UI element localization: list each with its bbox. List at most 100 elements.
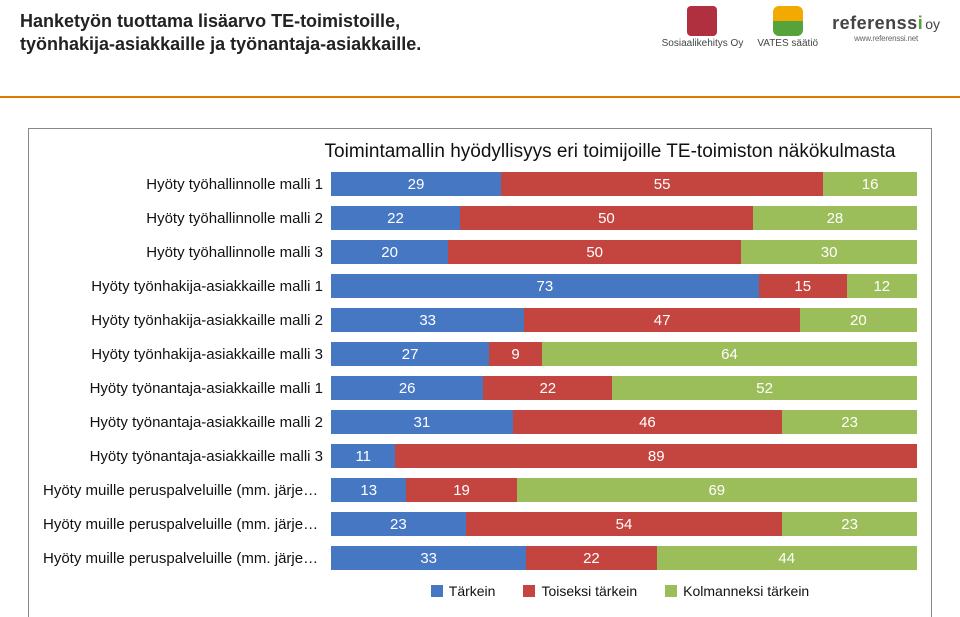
chart-row: Hyöty työnantaja-asiakkaille malli 23146…: [43, 407, 917, 437]
chart-row-label: Hyöty työnhakija-asiakkaille malli 1: [43, 278, 331, 295]
chart-bar: 225028: [331, 206, 917, 230]
referenssi-oy: oy: [925, 16, 940, 32]
chart-row-label: Hyöty työnantaja-asiakkaille malli 1: [43, 380, 331, 397]
chart-bar: 1189: [331, 444, 917, 468]
chart-bar-segment: 11: [331, 444, 395, 468]
chart-bar-segment: 55: [501, 172, 823, 196]
chart-bar-segment: 64: [542, 342, 917, 366]
legend-label: Tärkein: [449, 583, 496, 599]
legend-item: Toiseksi tärkein: [523, 583, 637, 599]
chart-row: Hyöty työnhakija-asiakkaille malli 32796…: [43, 339, 917, 369]
chart-bar-segment: 29: [331, 172, 501, 196]
chart-bar-segment: 30: [741, 240, 917, 264]
referenssi-i: i: [918, 13, 924, 33]
chart-row-label: Hyöty muille peruspalveluille (mm. järje…: [43, 482, 331, 499]
chart-row: Hyöty työhallinnolle malli 1295516: [43, 169, 917, 199]
chart-bar-segment: 50: [448, 240, 741, 264]
page-root: Hanketyön tuottama lisäarvo TE-toimistoi…: [0, 0, 960, 617]
chart-bar-segment: 15: [759, 274, 847, 298]
chart-bar-segment: 23: [331, 512, 466, 536]
legend-swatch: [523, 585, 535, 597]
chart-bar-segment: 46: [513, 410, 783, 434]
chart-row: Hyöty muille peruspalveluille (mm. järje…: [43, 543, 917, 573]
chart-row: Hyöty muille peruspalveluille (mm. järje…: [43, 475, 917, 505]
chart-row: Hyöty työhallinnolle malli 2225028: [43, 203, 917, 233]
chart-bar-segment: 16: [823, 172, 917, 196]
logo-referenssi: referenssioy www.referenssi.net: [832, 13, 940, 43]
chart-bar: 295516: [331, 172, 917, 196]
chart-bar: 235423: [331, 512, 917, 536]
chart-bar-segment: 13: [331, 478, 406, 502]
chart-row-label: Hyöty muille peruspalveluille (mm. järje…: [43, 550, 331, 567]
chart-bar: 205030: [331, 240, 917, 264]
chart-bar-segment: 33: [331, 546, 526, 570]
chart-bar-segment: 9: [489, 342, 542, 366]
chart-bar: 731512: [331, 274, 917, 298]
header-title: Hanketyön tuottama lisäarvo TE-toimistoi…: [20, 10, 560, 55]
logo-sosiaalikehitys: Sosiaalikehitys Oy: [662, 6, 744, 49]
chart-row-label: Hyöty työnhakija-asiakkaille malli 2: [43, 312, 331, 329]
chart-row: Hyöty työnantaja-asiakkaille malli 31189: [43, 441, 917, 471]
vates-icon: [773, 6, 803, 36]
chart-bar: 27964: [331, 342, 917, 366]
chart-bar-segment: 31: [331, 410, 513, 434]
header-rule-thick: [0, 97, 960, 98]
chart-bar-segment: 27: [331, 342, 489, 366]
chart-row-label: Hyöty työnhakija-asiakkaille malli 3: [43, 346, 331, 363]
chart-bar-segment: 52: [612, 376, 917, 400]
chart-bar-segment: 22: [526, 546, 656, 570]
chart-bar-segment: 26: [331, 376, 483, 400]
chart-bar-segment: 22: [331, 206, 460, 230]
sosiaalikehitys-text: Sosiaalikehitys Oy: [662, 38, 744, 49]
chart-bar-segment: 44: [657, 546, 917, 570]
chart-bar-segment: 28: [753, 206, 917, 230]
legend-item: Tärkein: [431, 583, 496, 599]
chart-bar: 334720: [331, 308, 917, 332]
chart-bar-segment: 50: [460, 206, 753, 230]
page-header: Hanketyön tuottama lisäarvo TE-toimistoi…: [0, 0, 960, 98]
chart-bar: 332244: [331, 546, 917, 570]
chart-row: Hyöty työhallinnolle malli 3205030: [43, 237, 917, 267]
chart-bar-segment: 20: [800, 308, 917, 332]
chart-row-label: Hyöty muille peruspalveluille (mm. järje…: [43, 516, 331, 533]
chart-container: Toimintamallin hyödyllisyys eri toimijoi…: [28, 128, 932, 617]
chart-bar: 262252: [331, 376, 917, 400]
vates-text: VATES säätiö: [757, 38, 818, 49]
logo-vates: VATES säätiö: [757, 6, 818, 49]
chart-row-label: Hyöty työnantaja-asiakkaille malli 2: [43, 414, 331, 431]
chart-bar: 131969: [331, 478, 917, 502]
chart-bar: 314623: [331, 410, 917, 434]
chart-bar-segment: 22: [483, 376, 612, 400]
chart-row: Hyöty työnhakija-asiakkaille malli 23347…: [43, 305, 917, 335]
chart-legend: Tärkein Toiseksi tärkein Kolmanneksi tärke…: [323, 583, 917, 599]
chart-bar-segment: 23: [782, 512, 917, 536]
chart-row-label: Hyöty työhallinnolle malli 1: [43, 176, 331, 193]
chart-bar-segment: 73: [331, 274, 759, 298]
legend-label: Kolmanneksi tärkein: [683, 583, 809, 599]
header-logos: Sosiaalikehitys Oy VATES säätiö referens…: [662, 6, 940, 49]
chart-bar-segment: 33: [331, 308, 524, 332]
legend-swatch: [665, 585, 677, 597]
header-title-line2: työnhakija-asiakkaille ja työnantaja-asi…: [20, 33, 560, 56]
chart-row: Hyöty muille peruspalveluille (mm. järje…: [43, 509, 917, 539]
chart-bar-segment: 19: [406, 478, 516, 502]
chart-rows: Hyöty työhallinnolle malli 1295516Hyöty …: [43, 169, 917, 573]
chart-title: Toimintamallin hyödyllisyys eri toimijoi…: [303, 141, 917, 163]
chart-bar-segment: 69: [517, 478, 917, 502]
chart-bar-segment: 12: [847, 274, 917, 298]
referenssi-text: referenss: [832, 13, 918, 33]
chart-bar-segment: 20: [331, 240, 448, 264]
chart-bar-segment: 23: [782, 410, 917, 434]
chart-row: Hyöty työnhakija-asiakkaille malli 17315…: [43, 271, 917, 301]
chart-bar-segment: 89: [395, 444, 917, 468]
referenssi-word: referenssioy: [832, 13, 940, 34]
sosiaalikehitys-icon: [687, 6, 717, 36]
chart-row-label: Hyöty työnantaja-asiakkaille malli 3: [43, 448, 331, 465]
header-title-line1: Hanketyön tuottama lisäarvo TE-toimistoi…: [20, 10, 560, 33]
header-rule: [0, 96, 960, 98]
chart-row-label: Hyöty työhallinnolle malli 3: [43, 244, 331, 261]
chart-bar-segment: 47: [524, 308, 799, 332]
referenssi-url: www.referenssi.net: [854, 34, 918, 43]
chart-bar-segment: 54: [466, 512, 782, 536]
legend-swatch: [431, 585, 443, 597]
